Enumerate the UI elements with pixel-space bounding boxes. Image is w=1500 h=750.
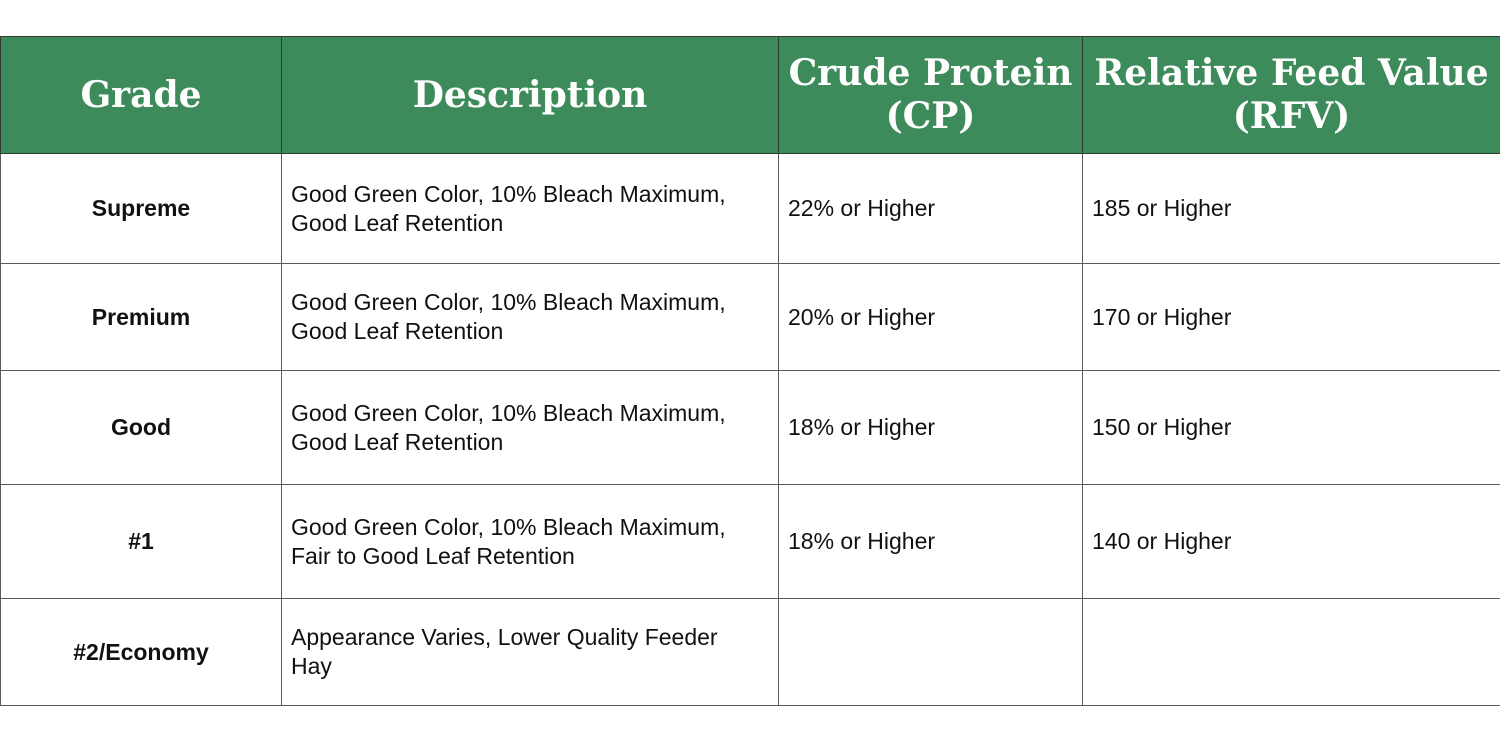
- crude-protein-cell: 20% or Higher: [778, 263, 1083, 371]
- grade-cell: Supreme: [0, 153, 282, 264]
- header-description: Description: [281, 36, 779, 154]
- crude-protein-cell: [778, 598, 1083, 706]
- description-cell: Appearance Varies, Lower Quality Feeder …: [281, 598, 779, 706]
- description-line: Good Leaf Retention: [291, 209, 504, 236]
- header-grade-label: Grade: [80, 73, 202, 116]
- header-relative-feed-value: Relative Feed Value (RFV): [1082, 36, 1500, 154]
- description-line: Fair to Good Leaf Retention: [291, 542, 575, 569]
- table-row: Good Good Green Color, 10% Bleach Maximu…: [0, 370, 1500, 485]
- hay-grade-table: Grade Description Crude Protein (CP) Rel…: [0, 36, 1500, 706]
- header-cp-line1: Crude Protein: [788, 52, 1073, 94]
- header-grade: Grade: [0, 36, 282, 154]
- crude-protein-cell: 18% or Higher: [778, 484, 1083, 599]
- description-cell: Good Green Color, 10% Bleach Maximum, Go…: [281, 370, 779, 485]
- relative-feed-value-cell: 150 or Higher: [1082, 370, 1500, 485]
- crude-protein-cell: 18% or Higher: [778, 370, 1083, 485]
- grade-cell: Premium: [0, 263, 282, 371]
- relative-feed-value-cell: 140 or Higher: [1082, 484, 1500, 599]
- description-line: Hay: [291, 653, 332, 679]
- grade-cell: #2/Economy: [0, 598, 282, 706]
- header-row: Grade Description Crude Protein (CP) Rel…: [0, 36, 1500, 154]
- header-description-label: Description: [412, 73, 648, 116]
- description-cell: Good Green Color, 10% Bleach Maximum, Fa…: [281, 484, 779, 599]
- relative-feed-value-cell: 185 or Higher: [1082, 153, 1500, 264]
- description-line: Good Green Color, 10% Bleach Maximum,: [291, 289, 726, 315]
- description-line: Good Green Color, 10% Bleach Maximum,: [291, 180, 726, 207]
- table-row: #2/Economy Appearance Varies, Lower Qual…: [0, 598, 1500, 706]
- header-crude-protein: Crude Protein (CP): [778, 36, 1083, 154]
- header-rfv-line2: (RFV): [1232, 95, 1351, 137]
- grade-cell: #1: [0, 484, 282, 599]
- description-cell: Good Green Color, 10% Bleach Maximum, Go…: [281, 263, 779, 371]
- crude-protein-cell: 22% or Higher: [778, 153, 1083, 264]
- table-row: Premium Good Green Color, 10% Bleach Max…: [0, 263, 1500, 371]
- description-line: Good Leaf Retention: [291, 428, 504, 455]
- hay-grade-table-container: Grade Description Crude Protein (CP) Rel…: [0, 36, 1500, 706]
- relative-feed-value-cell: 170 or Higher: [1082, 263, 1500, 371]
- table-row: Supreme Good Green Color, 10% Bleach Max…: [0, 153, 1500, 264]
- description-line: Good Green Color, 10% Bleach Maximum,: [291, 513, 726, 540]
- header-cp-line2: (CP): [885, 95, 976, 137]
- description-line: Good Leaf Retention: [291, 318, 504, 344]
- description-line: Good Green Color, 10% Bleach Maximum,: [291, 399, 726, 426]
- table-row: #1 Good Green Color, 10% Bleach Maximum,…: [0, 484, 1500, 599]
- header-rfv-line1: Relative Feed Value: [1094, 52, 1489, 94]
- relative-feed-value-cell: [1082, 598, 1500, 706]
- grade-cell: Good: [0, 370, 282, 485]
- description-cell: Good Green Color, 10% Bleach Maximum, Go…: [281, 153, 779, 264]
- description-line: Appearance Varies, Lower Quality Feeder: [291, 624, 718, 650]
